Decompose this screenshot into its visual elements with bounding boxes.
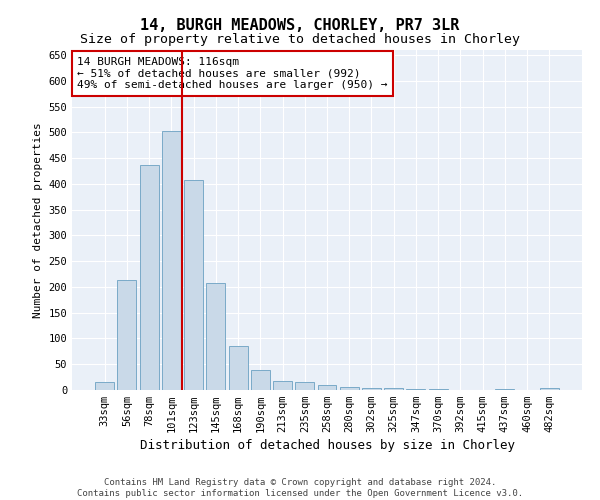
- Bar: [540, 388, 559, 390]
- Bar: [140, 165, 158, 390]
- Bar: [340, 387, 359, 390]
- Text: 14 BURGH MEADOWS: 116sqm
← 51% of detached houses are smaller (992)
49% of semi-: 14 BURGH MEADOWS: 116sqm ← 51% of detach…: [77, 57, 388, 90]
- Bar: [273, 381, 292, 390]
- Bar: [95, 382, 114, 390]
- Bar: [229, 346, 248, 390]
- Text: Size of property relative to detached houses in Chorley: Size of property relative to detached ho…: [80, 32, 520, 46]
- Bar: [184, 180, 203, 390]
- Bar: [118, 280, 136, 390]
- Bar: [295, 382, 314, 390]
- Bar: [206, 284, 225, 390]
- Bar: [384, 388, 403, 390]
- Bar: [317, 385, 337, 390]
- X-axis label: Distribution of detached houses by size in Chorley: Distribution of detached houses by size …: [139, 440, 515, 452]
- Bar: [362, 388, 381, 390]
- Bar: [251, 370, 270, 390]
- Bar: [162, 131, 181, 390]
- Text: Contains HM Land Registry data © Crown copyright and database right 2024.
Contai: Contains HM Land Registry data © Crown c…: [77, 478, 523, 498]
- Y-axis label: Number of detached properties: Number of detached properties: [33, 122, 43, 318]
- Text: 14, BURGH MEADOWS, CHORLEY, PR7 3LR: 14, BURGH MEADOWS, CHORLEY, PR7 3LR: [140, 18, 460, 32]
